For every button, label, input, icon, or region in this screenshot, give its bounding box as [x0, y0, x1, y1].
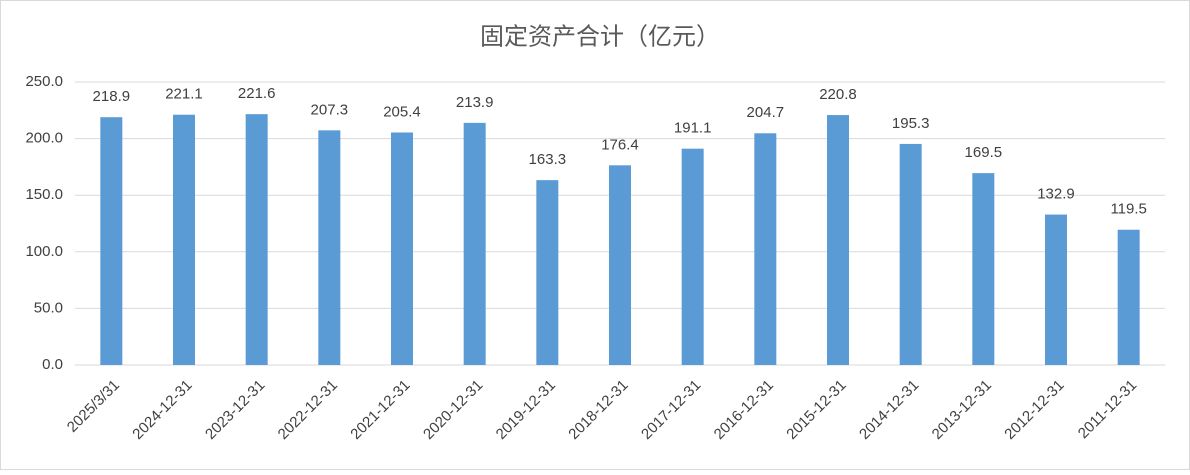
bar [972, 173, 995, 365]
chart-title: 固定资产合计（亿元） [480, 23, 720, 50]
data-label: 205.4 [383, 103, 421, 120]
bar [463, 122, 486, 365]
data-label: 195.3 [892, 115, 930, 132]
bar [100, 117, 123, 365]
data-label: 132.9 [1037, 186, 1075, 203]
bar [536, 180, 559, 365]
data-label: 119.5 [1110, 201, 1146, 218]
bar [391, 132, 413, 365]
y-tick-label: 100.0 [25, 243, 63, 260]
data-label: 204.7 [747, 104, 785, 121]
data-label: 176.4 [601, 136, 639, 153]
y-tick-label: 150.0 [25, 186, 63, 203]
data-label: 213.9 [456, 94, 494, 111]
data-label: 163.3 [529, 151, 567, 168]
bar [609, 165, 631, 365]
data-label: 218.9 [93, 88, 131, 105]
bar [1045, 214, 1067, 365]
y-tick-label: 250.0 [25, 73, 63, 90]
data-label: 221.1 [165, 86, 203, 103]
bar [1117, 229, 1140, 365]
data-label: 191.1 [674, 120, 712, 137]
bar [754, 133, 777, 365]
bar [318, 130, 341, 365]
bar [681, 148, 704, 365]
bar [899, 143, 922, 365]
data-label: 207.3 [311, 101, 349, 118]
y-tick-label: 50.0 [34, 299, 63, 316]
bar [173, 114, 195, 365]
bar [827, 115, 849, 365]
y-tick-label: 0.0 [42, 356, 63, 373]
data-label: 221.6 [238, 85, 276, 102]
data-label: 220.8 [819, 86, 857, 103]
y-tick-label: 200.0 [25, 130, 63, 147]
bar [245, 114, 268, 365]
data-label: 169.5 [965, 144, 1003, 161]
